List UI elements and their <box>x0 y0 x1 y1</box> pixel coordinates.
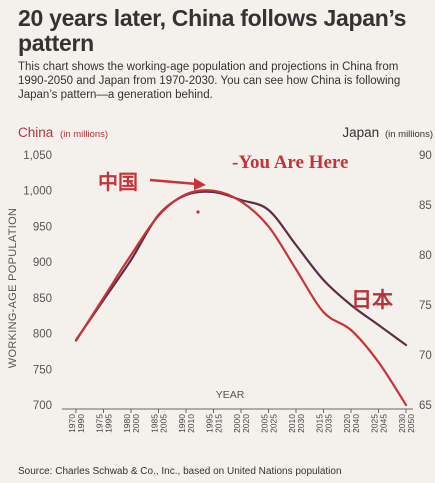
chart-title: 20 years later, China follows Japan’s pa… <box>18 5 407 56</box>
china-axis-label: China (in millions) <box>18 125 108 140</box>
china-data-point <box>102 296 105 299</box>
x-tick-label-china: 2005 <box>159 414 169 433</box>
china-data-point <box>405 404 407 406</box>
japan-axis-ticks: 90 85 80 75 70 65 <box>419 150 432 412</box>
china-data-point <box>185 193 187 196</box>
x-tick-label-china: 2045 <box>379 414 389 433</box>
series-lines <box>74 189 408 407</box>
china-data-point <box>350 329 352 331</box>
china-axis-unit: (in millions) <box>60 129 108 140</box>
china-tick-label: 700 <box>33 400 52 412</box>
japan-data-point <box>377 324 380 326</box>
japan-data-point <box>130 259 132 261</box>
x-tick-label-japan: 1970 <box>67 414 77 433</box>
japan-tick-label: 70 <box>419 350 432 362</box>
china-tick-label: 800 <box>33 329 52 341</box>
chart-subtitle: This chart shows the working-age populat… <box>18 61 401 101</box>
x-axis-ticks: 1970 1990 1975 1995 1980 2000 1985 2005 1990 2010… <box>67 409 416 433</box>
china-tick-label: 900 <box>33 257 52 269</box>
red-dot-marker <box>196 210 200 214</box>
x-tick-label-china: 2000 <box>131 414 141 433</box>
y-axis-title: WORKING-AGE POPULATION <box>7 208 19 368</box>
china-axis-name: China <box>18 125 54 140</box>
japan-tick-label: 65 <box>419 400 432 412</box>
x-tick-label-japan: 2030 <box>397 414 407 433</box>
china-axis-ticks: 1,050 1,000 950 900 850 800 750 700 <box>23 150 52 412</box>
china-data-point <box>267 225 270 228</box>
japan-tick-label: 80 <box>419 250 432 262</box>
china-data-point <box>212 189 215 192</box>
china-tick-label: 1,050 <box>23 150 52 162</box>
china-tick-label: 950 <box>33 221 52 233</box>
x-axis-title: YEAR <box>216 389 245 401</box>
china-data-point <box>377 361 380 364</box>
japan-axis-unit: (in millions) <box>385 129 433 140</box>
annotation-arrow-line <box>149 178 198 186</box>
china-annotation: 中国 <box>98 170 138 194</box>
x-tick-label-china: 2035 <box>324 414 334 433</box>
annotation-arrowhead-icon <box>194 178 206 190</box>
japan-data-point <box>350 304 352 306</box>
china-tick-label: 750 <box>33 364 52 376</box>
japan-data-point <box>405 344 407 346</box>
x-tick-label-china: 2040 <box>351 414 361 433</box>
x-tick-label-japan: 2025 <box>370 414 380 433</box>
x-tick-label-china: 2015 <box>214 414 224 433</box>
x-tick-label-japan: 1985 <box>150 414 160 433</box>
x-tick-label-china: 2050 <box>406 414 416 433</box>
china-data-point <box>240 200 242 203</box>
x-tick-label-japan: 2020 <box>342 414 352 433</box>
x-tick-label-china: 1990 <box>76 414 86 433</box>
japan-annotation: 日本 <box>351 289 393 312</box>
japan-tick-label: 90 <box>419 150 432 162</box>
china-data-point <box>130 254 132 256</box>
x-tick-label-china: 1995 <box>104 414 114 433</box>
japan-tick-label: 85 <box>419 200 432 212</box>
x-tick-label-japan: 1995 <box>205 414 215 433</box>
x-tick-label-japan: 1980 <box>122 414 132 433</box>
x-tick-label-china: 2020 <box>241 414 251 433</box>
japan-axis-label: Japan (in millions) <box>342 125 433 140</box>
japan-data-point <box>322 279 325 281</box>
china-data-point <box>75 339 77 342</box>
you-are-here-annotation: -You Are Here <box>232 152 348 173</box>
x-tick-label-china: 2010 <box>186 414 196 433</box>
x-tick-label-japan: 1990 <box>177 414 187 433</box>
x-tick-label-japan: 2005 <box>260 414 270 433</box>
x-tick-label-japan: 1975 <box>95 414 105 433</box>
china-tick-label: 1,000 <box>23 186 52 198</box>
japan-tick-label: 75 <box>419 300 432 312</box>
x-tick-label-japan: 2000 <box>232 414 242 433</box>
x-tick-label-china: 2025 <box>269 414 279 433</box>
x-tick-label-japan: 2010 <box>287 414 297 433</box>
china-data-point <box>295 268 297 271</box>
china-data-point <box>157 214 160 217</box>
x-tick-label-china: 2030 <box>296 414 306 433</box>
china-data-point <box>322 311 325 314</box>
japan-axis-name: Japan <box>342 125 379 140</box>
japan-data-point <box>295 244 297 246</box>
japan-data-point <box>267 209 270 211</box>
china-tick-label: 850 <box>33 293 52 305</box>
x-tick-label-japan: 2015 <box>315 414 325 433</box>
source-note: Source: Charles Schwab & Co., Inc., base… <box>18 466 342 477</box>
japan-series-line <box>74 190 408 347</box>
